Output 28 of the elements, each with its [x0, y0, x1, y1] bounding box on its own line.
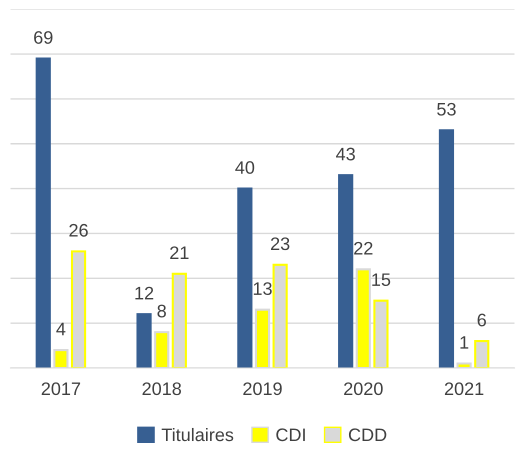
x-tick-label: 2019	[243, 382, 282, 396]
data-label: 6	[478, 314, 486, 326]
legend-label: CDI	[276, 428, 305, 442]
x-tick-label: 2018	[142, 382, 181, 396]
data-label: 53	[437, 102, 456, 116]
bar	[36, 57, 51, 368]
data-label: 69	[34, 31, 52, 44]
data-label: 26	[69, 224, 88, 237]
legend-label: Titulaires	[162, 428, 234, 442]
data-label: 40	[235, 161, 254, 174]
data-label: 12	[135, 286, 154, 300]
bar	[237, 188, 252, 368]
data-label: 13	[254, 282, 272, 296]
bar	[438, 129, 454, 368]
data-label: 22	[354, 242, 372, 254]
bar	[136, 313, 152, 368]
data-label: 15	[372, 273, 390, 286]
data-label: 21	[170, 246, 188, 259]
x-tick-label: 2021	[444, 382, 484, 396]
data-label: 8	[157, 304, 166, 318]
legend-label: CDD	[348, 428, 386, 442]
data-label: 23	[271, 237, 290, 250]
x-tick-label: 2017	[42, 382, 80, 396]
data-label: 1	[460, 336, 468, 349]
data-label: 4	[56, 322, 66, 336]
x-tick-label: 2020	[344, 382, 383, 396]
bar	[338, 174, 354, 368]
data-label: 43	[336, 148, 355, 160]
